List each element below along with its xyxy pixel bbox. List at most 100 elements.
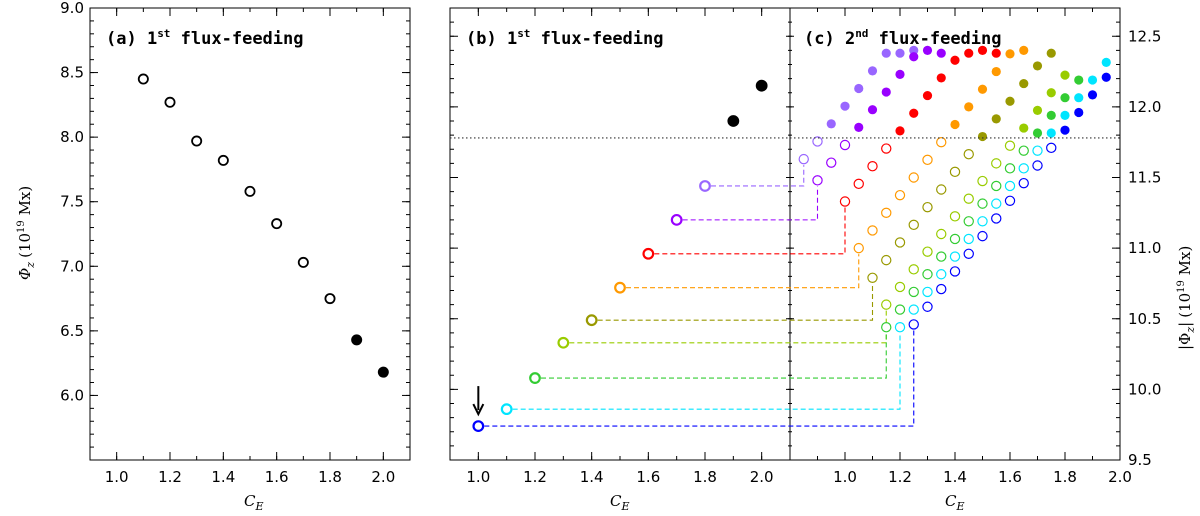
panel-c-xlabel: CE	[945, 492, 965, 513]
data-point	[909, 108, 919, 118]
data-point	[894, 304, 906, 315]
data-point	[1046, 128, 1056, 138]
data-point	[950, 55, 960, 65]
x-tick-label: 1.6	[265, 468, 289, 486]
data-point	[853, 242, 864, 254]
data-point	[894, 281, 906, 293]
data-point	[936, 228, 947, 240]
data-point	[191, 135, 203, 147]
data-point	[922, 45, 933, 55]
data-point	[922, 286, 933, 298]
data-point	[963, 233, 974, 245]
panel-a-ticks: 1.0 1.2 1.4 1.6 1.8 2.0 6.0 6.5 7.0 7.5 8.0 8.5 9.0	[60, 0, 410, 486]
data-point	[991, 48, 1001, 58]
data-point	[1005, 96, 1015, 106]
data-point	[1060, 125, 1070, 135]
data-point	[949, 251, 961, 262]
data-point	[977, 198, 988, 209]
x-tick-label: 1.2	[888, 468, 912, 486]
connector-line	[711, 165, 805, 187]
data-point	[894, 322, 906, 333]
data-point	[936, 73, 946, 83]
data-point	[529, 372, 541, 384]
data-point	[755, 79, 768, 92]
data-point	[895, 126, 905, 136]
data-point	[867, 66, 878, 76]
data-point	[1018, 177, 1029, 189]
data-point	[839, 139, 851, 151]
connector-line	[541, 333, 887, 379]
panel-b-xlabel: CE	[610, 492, 630, 513]
data-point	[1032, 145, 1043, 156]
data-point	[297, 256, 309, 268]
y-tick-label: 8.5	[60, 64, 84, 82]
connector-line	[512, 333, 901, 410]
data-point	[1046, 110, 1056, 120]
data-point	[894, 237, 906, 248]
data-point	[949, 266, 961, 277]
data-point	[991, 213, 1002, 224]
data-point	[977, 45, 988, 55]
data-point	[949, 166, 961, 178]
data-point	[1074, 75, 1084, 85]
y-tick-label: 9.0	[60, 0, 84, 17]
panel-b-frame	[449, 7, 791, 461]
x-tick-label: 1.2	[523, 468, 547, 486]
data-point	[1004, 163, 1016, 174]
data-point	[840, 101, 850, 111]
data-point	[1046, 88, 1056, 98]
data-point	[991, 114, 1001, 124]
data-point	[1087, 75, 1098, 85]
x-tick-label: 2.0	[1108, 468, 1132, 486]
y-tick-label: 7.5	[60, 193, 84, 211]
x-tick-label: 1.0	[466, 468, 490, 486]
data-point	[922, 201, 933, 213]
data-point	[881, 322, 892, 333]
data-point	[991, 66, 1001, 77]
panel-a-points	[137, 73, 389, 378]
data-point	[881, 254, 892, 266]
data-point	[1018, 163, 1029, 174]
data-point	[908, 319, 919, 330]
y-tick-label: 8.0	[60, 128, 84, 146]
data-point	[1060, 70, 1070, 80]
y-tick-label: 11.0	[1128, 239, 1161, 257]
data-point	[894, 189, 906, 201]
data-point	[137, 73, 149, 85]
y-tick-label: 12.0	[1128, 98, 1161, 116]
data-point	[826, 119, 836, 129]
y-tick-label: 7.0	[60, 257, 84, 275]
data-point	[1032, 105, 1043, 116]
y-tick-label: 10.5	[1128, 310, 1161, 328]
data-point	[324, 293, 336, 305]
data-point	[936, 269, 947, 280]
y-tick-label: 12.5	[1128, 27, 1161, 45]
x-tick-label: 1.8	[1053, 468, 1077, 486]
data-point	[1004, 180, 1016, 192]
data-point	[557, 336, 570, 349]
data-point	[1032, 61, 1043, 71]
data-point	[949, 211, 961, 222]
panel-c: 1.0 1.2 1.4 1.6 1.8 2.09.510.010.511.011.512.…	[450, 7, 1197, 513]
data-point	[217, 154, 229, 166]
panel-b-ticks: 1.0 1.2 1.4 1.6 1.8 2.0	[466, 8, 774, 486]
data-point	[1019, 123, 1029, 133]
data-point	[867, 225, 878, 236]
data-point	[936, 136, 947, 148]
data-point	[964, 102, 974, 112]
data-point	[963, 193, 974, 204]
panel-b-points	[472, 79, 768, 433]
data-point	[881, 299, 892, 310]
data-point	[909, 45, 919, 55]
data-point	[1018, 145, 1029, 156]
data-point	[1060, 93, 1070, 103]
connector-line	[654, 207, 846, 255]
data-point	[895, 69, 905, 79]
data-point	[922, 154, 933, 166]
data-point	[963, 148, 974, 160]
panel-b-title: (b) 1st flux-feeding	[466, 27, 664, 49]
data-point	[881, 48, 891, 58]
y-tick-label: 9.5	[1128, 451, 1152, 469]
data-point	[936, 283, 947, 295]
